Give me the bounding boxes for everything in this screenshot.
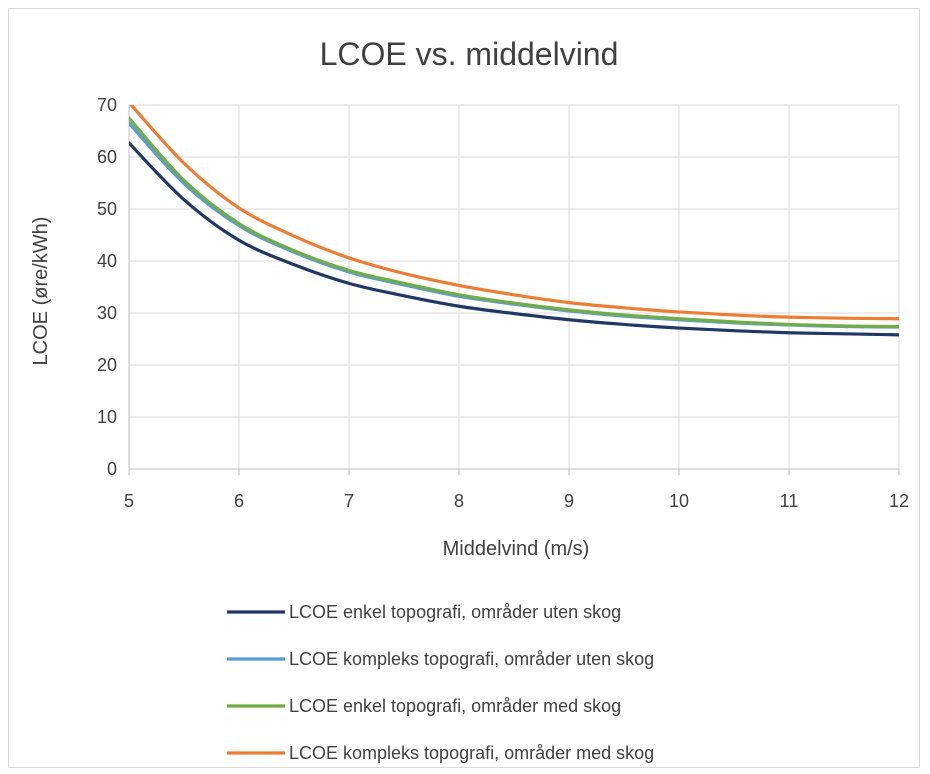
y-tick-label: 30 <box>97 303 117 323</box>
gridlines <box>129 104 900 469</box>
legend-label-1: LCOE enkel topografi, områder uten skog <box>289 602 621 622</box>
axes: 0 10 20 30 40 50 60 70 5 6 7 8 9 10 11 12 <box>97 95 909 511</box>
x-tick-label: 8 <box>454 491 464 511</box>
series-line-4 <box>129 105 899 321</box>
y-tick-label: 20 <box>97 355 117 375</box>
series-line-3 <box>129 116 899 329</box>
series-line-1 <box>129 141 899 337</box>
chart-title: LCOE vs. middelvind <box>320 36 619 72</box>
legend-label-3: LCOE enkel topografi, områder med skog <box>289 696 621 716</box>
y-tick-label: 70 <box>97 95 117 115</box>
y-tick-label: 40 <box>97 251 117 271</box>
y-axis-title: LCOE (øre/kWh) <box>30 217 52 366</box>
x-tick-label: 5 <box>124 491 134 511</box>
y-tick-label: 10 <box>97 407 117 427</box>
x-axis-title: Middelvind (m/s) <box>443 538 590 560</box>
x-tick-label: 12 <box>889 491 909 511</box>
x-tick-label: 9 <box>564 491 574 511</box>
x-tick-label: 10 <box>669 491 689 511</box>
line-chart: LCOE vs. middelvind 0 10 20 30 40 50 60 70 5 6 7 8 9… <box>30 36 909 763</box>
y-tick-label: 50 <box>97 199 117 219</box>
legend-label-2: LCOE kompleks topografi, områder uten sk… <box>289 649 654 669</box>
y-tick-label: 0 <box>107 459 117 479</box>
series-lines <box>129 105 899 337</box>
x-tick-label: 6 <box>234 491 244 511</box>
chart-container: LCOE vs. middelvind 0 10 20 30 40 50 60 70 5 6 7 8 9… <box>8 8 920 768</box>
x-tick-label: 11 <box>780 491 799 511</box>
legend-label-4: LCOE kompleks topografi, områder med sko… <box>289 743 654 763</box>
x-tick-label: 7 <box>344 491 354 511</box>
legend: LCOE enkel topografi, områder uten skog L… <box>227 602 654 763</box>
y-tick-label: 60 <box>97 147 117 167</box>
